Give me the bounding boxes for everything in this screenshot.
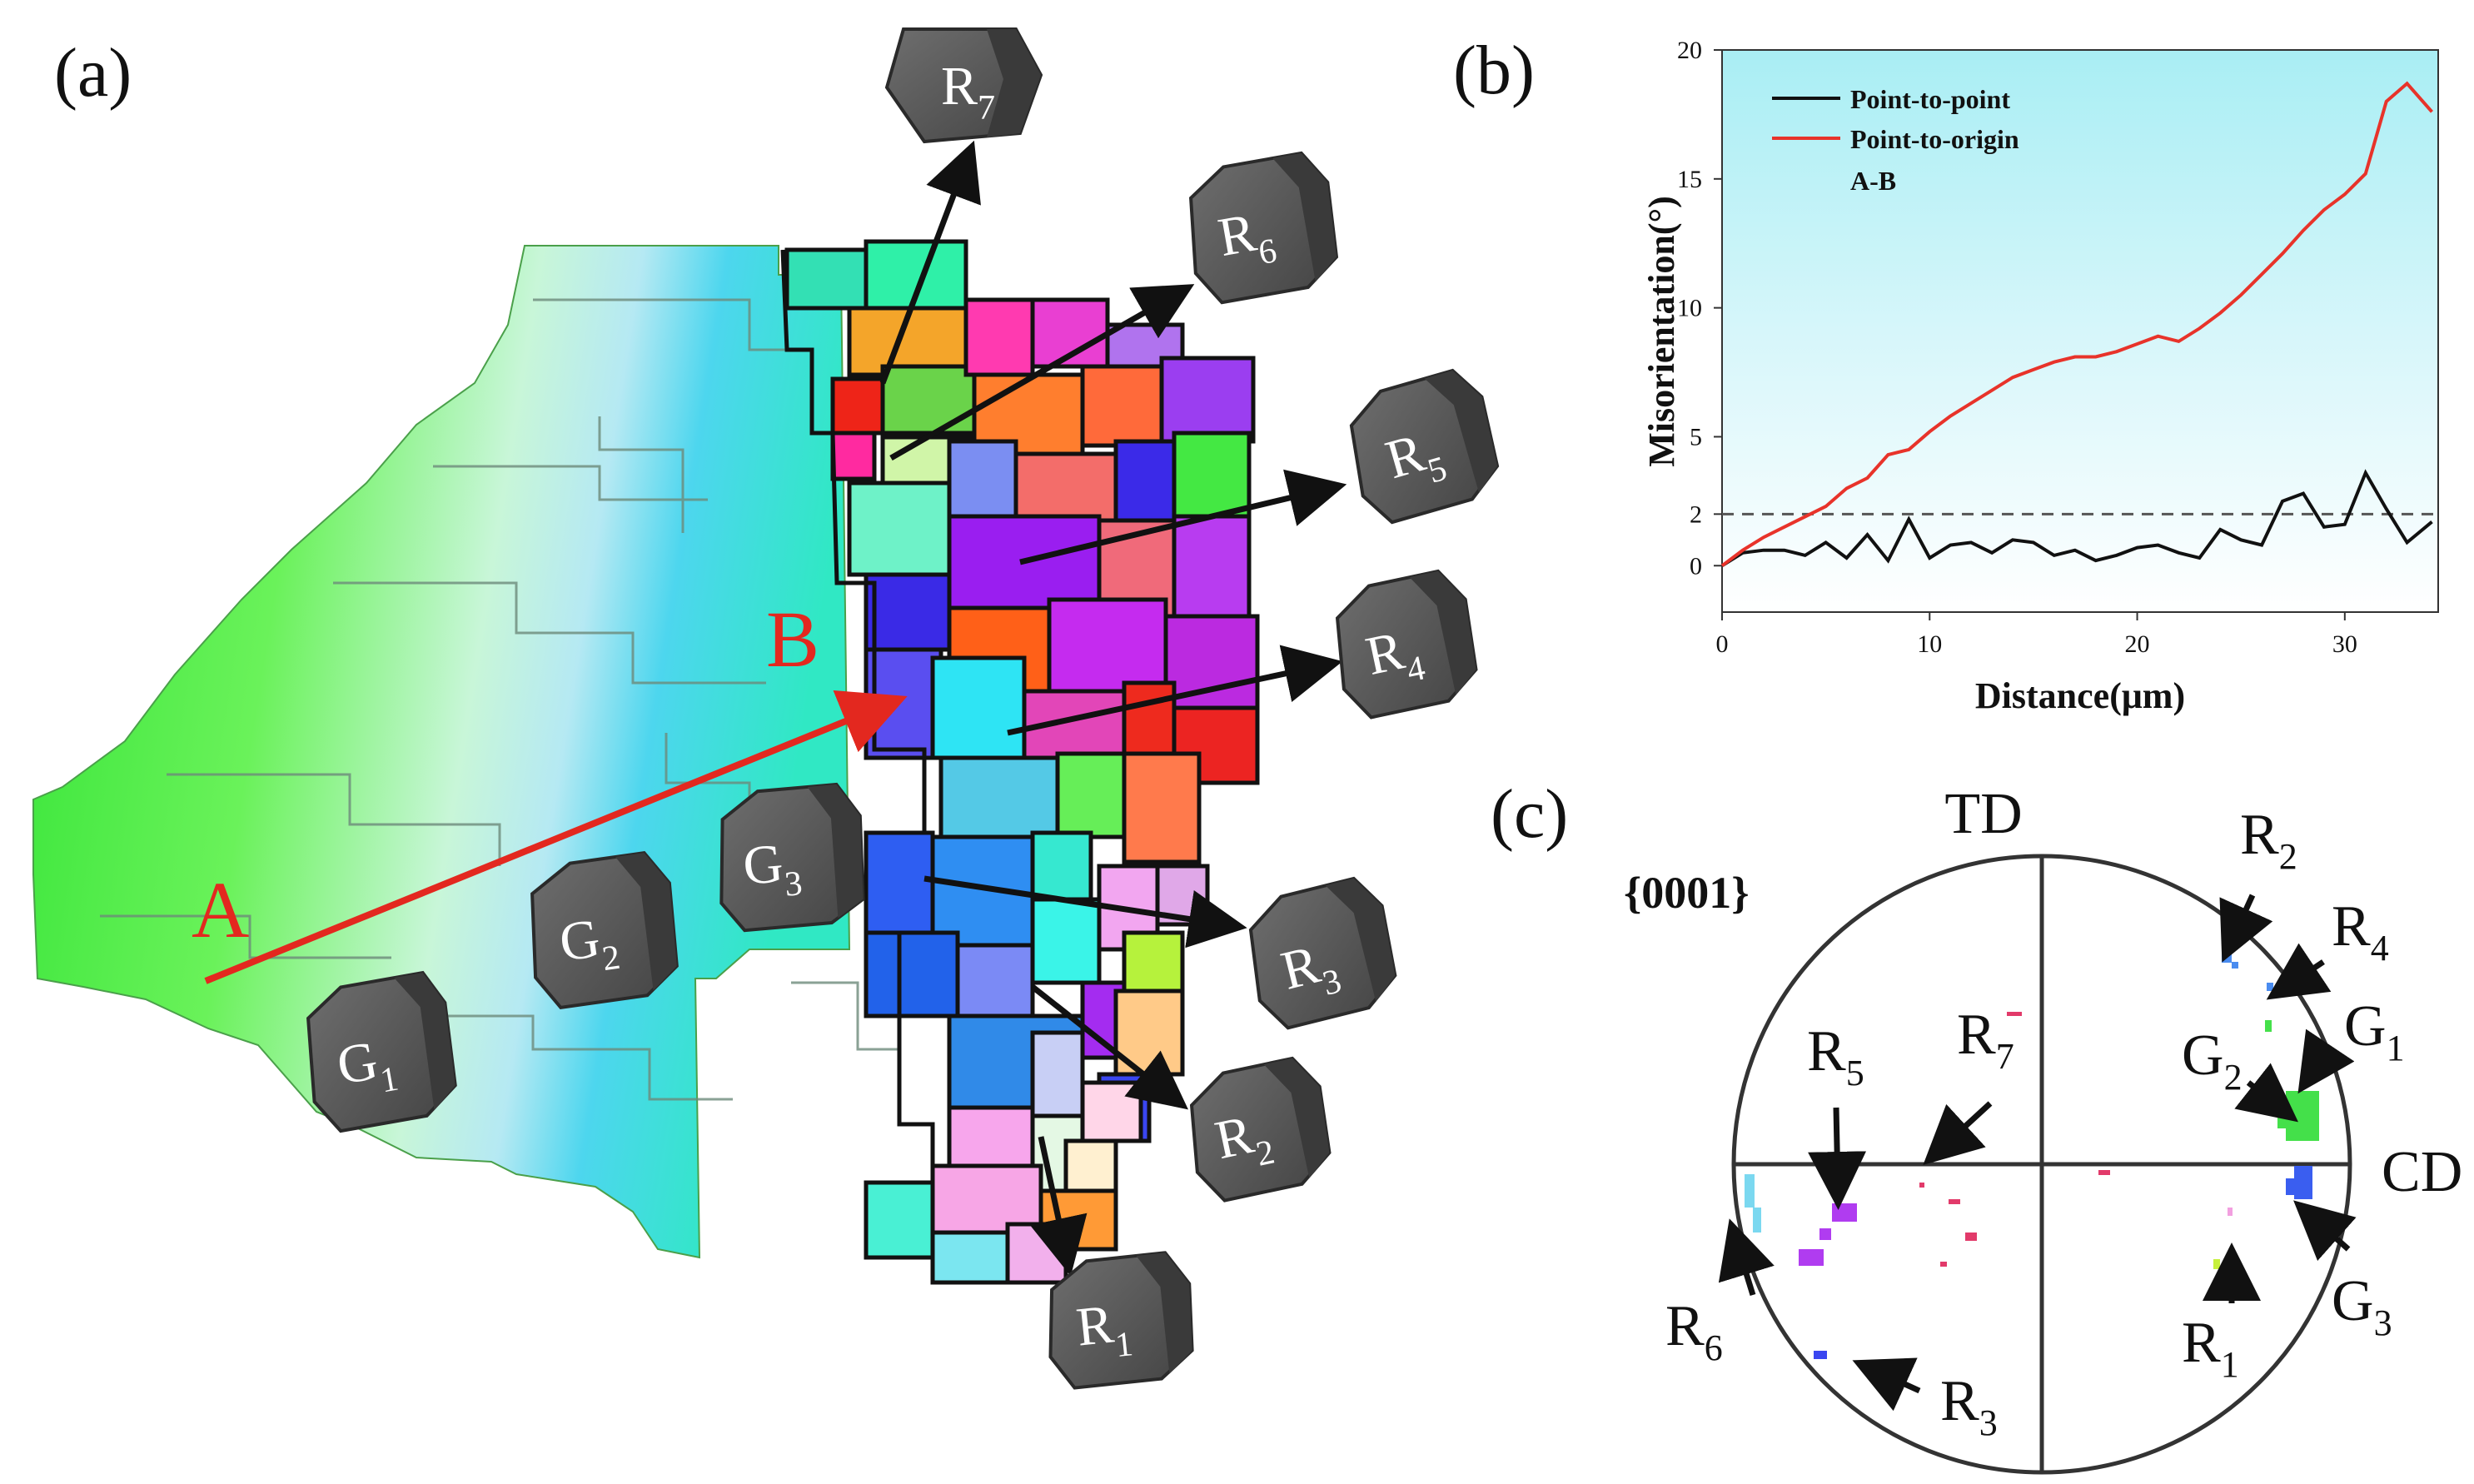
arrow-r5 — [1019, 469, 1347, 565]
arrow-r7 — [879, 140, 981, 385]
pf-label-g2: G2 — [2182, 1023, 2243, 1098]
crystal-r1: R1 — [1048, 1251, 1194, 1390]
x-tick-label: 20 — [2125, 630, 2150, 658]
pole-figure-plane: {0001} — [1624, 868, 1750, 918]
svg-text:R1: R1 — [1073, 1292, 1135, 1368]
legend: Point-to-point Point-to-origin A-B — [1772, 84, 2019, 196]
spots-r1 — [2213, 1259, 2220, 1269]
pf-label-r3: R3 — [1940, 1369, 1998, 1443]
series-point-to-point — [1720, 469, 2433, 567]
pf-label-r6: R6 — [1665, 1294, 1723, 1368]
crystal-r7: R7 — [884, 27, 1043, 144]
pf-arrow-r2 — [2219, 894, 2273, 963]
arrow-r1 — [1029, 1136, 1088, 1277]
pf-arrow-r5 — [1808, 1107, 1867, 1210]
x-tick-label: 10 — [1917, 630, 1942, 658]
spots-r1b — [2228, 1208, 2233, 1216]
arrow-r6 — [889, 284, 1195, 461]
pf-arrow-r6 — [1718, 1218, 1775, 1297]
legend-a-b: A-B — [1850, 166, 1896, 196]
pf-label-g3: G3 — [2332, 1269, 2392, 1343]
x-tick-label: 30 — [2332, 630, 2357, 658]
x-tick-label: 0 — [1716, 630, 1729, 658]
y-tick-label: 0 — [1690, 552, 1702, 580]
pf-arrow-g1 — [2297, 1028, 2355, 1094]
crystal-g1: G1 — [306, 970, 457, 1133]
arrow-r3 — [923, 875, 1247, 949]
spots-r3 — [1814, 1351, 1827, 1359]
boundary-line — [780, 249, 935, 1257]
panel-a-label: (a) — [54, 34, 132, 112]
pf-label-r2: R2 — [2240, 803, 2297, 877]
y-axis-label: Misorientation(°) — [1641, 196, 1682, 467]
pf-arrow-r4 — [2266, 943, 2332, 1000]
pf-label-r1: R1 — [2182, 1311, 2239, 1385]
y-tick-label: 5 — [1690, 423, 1702, 451]
svg-text:G3: G3 — [740, 831, 804, 908]
x-axis-label: Distance(μm) — [1975, 675, 2185, 716]
spots-g3 — [2286, 1166, 2312, 1199]
crystal-r2: R2 — [1189, 1056, 1332, 1203]
pole-figure-arrows — [1718, 894, 2357, 1412]
panel-a: (a) — [32, 27, 1500, 1390]
legend-point-to-point: Point-to-point — [1850, 84, 2010, 114]
misorientation-chart: 0 2 5 10 15 20 0 10 20 30 Point-to-point Point-to… — [1641, 37, 2439, 716]
panel-b-label: (b) — [1453, 32, 1535, 109]
point-b-label: B — [766, 595, 819, 684]
svg-text:R7: R7 — [941, 56, 995, 127]
pf-label-r5: R5 — [1807, 1019, 1864, 1093]
panel-c-label: (c) — [1491, 775, 1568, 853]
point-a-label: A — [192, 865, 249, 954]
pf-arrow-r7 — [1923, 1101, 1993, 1165]
pf-arrow-g3 — [2293, 1200, 2357, 1262]
pf-label-r4: R4 — [2332, 894, 2389, 969]
parent-grain — [32, 245, 851, 1259]
axis-cd-label: CD — [2382, 1140, 2462, 1204]
pf-arrow-r3 — [1852, 1357, 1921, 1412]
svg-text:G2: G2 — [556, 905, 623, 984]
series-point-to-origin — [1720, 81, 2434, 567]
crystal-r5: R5 — [1349, 368, 1500, 525]
panel-b: (b) 0 2 5 10 15 20 0 10 20 30 Point-to-point Poin… — [1453, 32, 2439, 716]
crystal-r3: R3 — [1248, 876, 1397, 1030]
orientation-arrows — [879, 140, 1347, 1277]
spots-misc — [1919, 1012, 2110, 1267]
arrow-r2 — [1030, 984, 1188, 1110]
pf-arrow-g2 — [2234, 1063, 2298, 1123]
recrystallized-grains — [784, 239, 1260, 1285]
line-a-to-b — [204, 690, 908, 984]
arrow-r4 — [1007, 645, 1343, 736]
sub-boundaries — [100, 298, 899, 1101]
legend-point-to-origin: Point-to-origin — [1850, 124, 2019, 154]
y-tick-label: 10 — [1677, 295, 1702, 322]
axis-td-label: TD — [1944, 782, 2022, 846]
crystal-g3: G3 — [719, 782, 865, 933]
y-tick-label: 20 — [1677, 37, 1702, 64]
pf-label-r7: R7 — [1957, 1003, 2014, 1077]
crystal-r6: R6 — [1189, 151, 1339, 305]
panel-c: (c) {0001} TD CD — [1491, 775, 2462, 1475]
pf-label-g1: G1 — [2344, 994, 2405, 1068]
crystal-r4: R4 — [1335, 569, 1478, 720]
y-tick-label: 15 — [1677, 166, 1702, 193]
y-tick-label: 2 — [1690, 500, 1702, 528]
crystal-g2: G2 — [530, 850, 679, 1010]
